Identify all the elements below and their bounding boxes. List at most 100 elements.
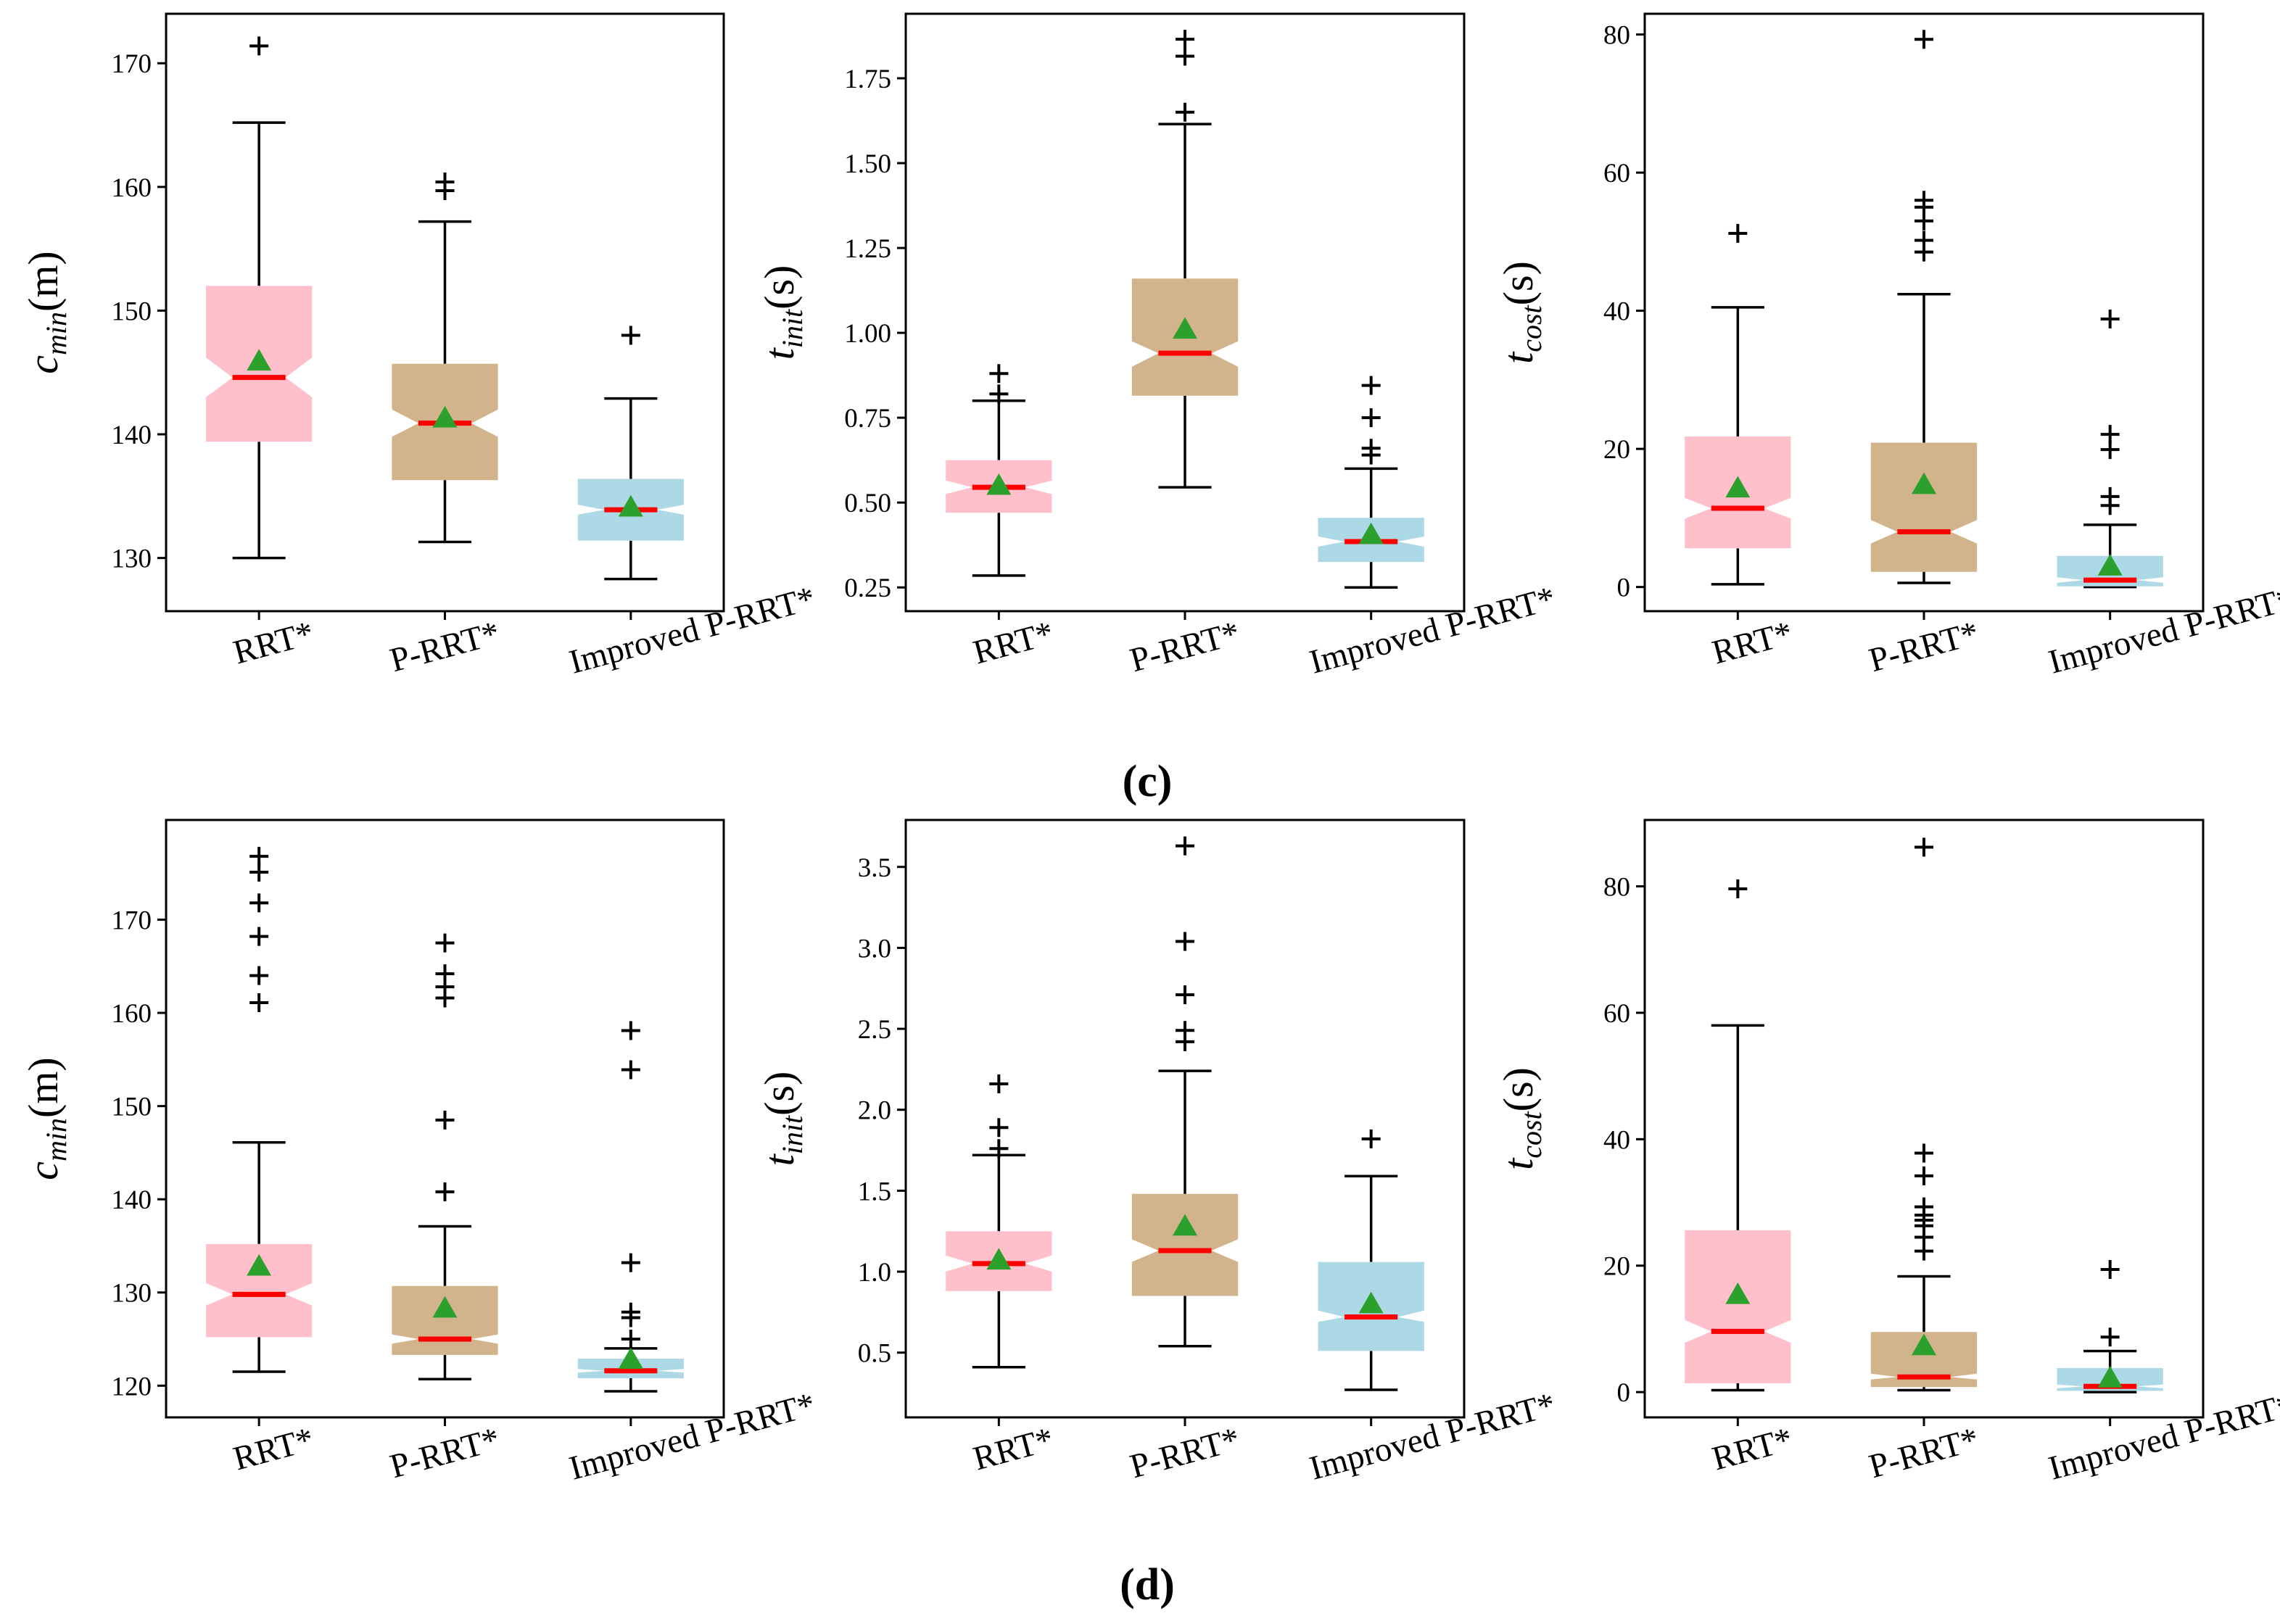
- box-group-improved-p-rrt: [577, 326, 684, 581]
- outlier-marker: [1176, 46, 1194, 66]
- outlier-marker: [249, 36, 269, 56]
- x-category-label: Improved P-RRT*: [1305, 1385, 1559, 1487]
- box-group-rrt: [1685, 879, 1791, 1392]
- outlier-marker: [621, 1330, 640, 1349]
- y-tick-label: 0.5: [858, 1339, 891, 1369]
- outlier-marker: [989, 364, 1009, 384]
- mean-marker: [1173, 1214, 1197, 1236]
- y-tick-label: 3.5: [858, 853, 891, 883]
- y-tick-label: 0.25: [844, 573, 891, 603]
- y-axis-label: tinit(s): [756, 265, 809, 360]
- x-category-label: P-RRT*: [1126, 614, 1244, 679]
- y-tick-label: 2.5: [858, 1015, 891, 1045]
- box-rrt: [1685, 1230, 1791, 1383]
- box-group-rrt: [946, 1074, 1052, 1369]
- y-axis-label: cmin(m): [20, 1057, 73, 1180]
- outlier-marker: [2100, 1327, 2120, 1347]
- y-axis-label: tcost(s): [1495, 261, 1548, 364]
- y-tick-label: 20: [1603, 1252, 1630, 1282]
- outlier-marker: [249, 847, 269, 866]
- x-category-label: RRT*: [1709, 614, 1797, 671]
- panel-label-c: (c): [1123, 757, 1173, 806]
- y-tick-label: 160: [112, 173, 152, 203]
- box-group-rrt: [206, 36, 313, 560]
- y-tick-label: 1.00: [844, 319, 891, 349]
- mean-marker: [986, 1248, 1012, 1270]
- chart-c-tinit: 0.25 0.50 0.75 1.00 1.25 1.50 1.75 RRT* P-RRT* Im…: [756, 12, 1559, 682]
- mean-marker: [1725, 476, 1751, 498]
- x-category-label: RRT*: [1709, 1420, 1797, 1478]
- y-tick-label: 120: [112, 1372, 152, 1401]
- outlier-marker: [249, 927, 269, 946]
- outlier-marker: [2100, 310, 2120, 329]
- x-category-label: RRT*: [229, 614, 318, 671]
- x-category-label: P-RRT*: [1126, 1420, 1244, 1486]
- x-category-label: Improved P-RRT*: [566, 579, 819, 681]
- mean-marker: [1725, 1282, 1751, 1304]
- outlier-marker: [435, 964, 455, 984]
- y-tick-label: 0: [1617, 573, 1631, 603]
- y-tick-label: 1.25: [844, 234, 891, 264]
- x-category-label: P-RRT*: [386, 614, 503, 679]
- outlier-marker: [621, 1021, 640, 1040]
- mean-marker: [618, 494, 643, 517]
- y-tick-label: 1.75: [844, 65, 891, 94]
- box-group-rrt: [946, 364, 1052, 577]
- box-group-rrt: [206, 847, 313, 1373]
- y-tick-label: 80: [1603, 21, 1630, 51]
- mean-marker: [2097, 554, 2123, 576]
- y-tick-label: 1.50: [844, 149, 891, 179]
- outlier-marker: [621, 1060, 640, 1080]
- y-tick-label: 0.50: [844, 489, 891, 518]
- mean-marker: [1358, 522, 1384, 544]
- y-tick-label: 0: [1617, 1378, 1631, 1408]
- y-tick-label: 140: [112, 420, 152, 450]
- mean-marker: [247, 1254, 272, 1276]
- box-p-rrt: [392, 1285, 498, 1355]
- outlier-marker: [2100, 1259, 2120, 1279]
- y-tick-label: 150: [112, 1093, 152, 1122]
- outlier-marker: [1915, 1197, 1933, 1217]
- mean-marker: [618, 1347, 643, 1370]
- outlier-marker: [435, 173, 455, 192]
- y-tick-label: 2.0: [858, 1096, 891, 1126]
- mean-marker: [986, 473, 1012, 495]
- box-p-rrt: [1870, 442, 1978, 572]
- outlier-marker: [1915, 30, 1933, 49]
- chart-c-cmin: 130 140 150 160 170 RRT* P-RRT* Improved P-RRT*…: [20, 12, 819, 682]
- outlier-marker: [1176, 836, 1194, 856]
- box-group-p-rrt: [392, 933, 498, 1381]
- x-category-label: Improved P-RRT*: [1305, 579, 1559, 681]
- outlier-marker: [435, 1110, 455, 1130]
- outlier-marker: [989, 1118, 1009, 1138]
- outlier-marker: [621, 1302, 640, 1322]
- x-category-label: RRT*: [970, 1420, 1058, 1478]
- box-group-improved-p-rrt: [1318, 1129, 1424, 1391]
- outlier-marker: [1728, 879, 1748, 899]
- y-tick-label: 0.75: [844, 404, 891, 434]
- x-category-label: P-RRT*: [1865, 1420, 1983, 1486]
- box-group-p-rrt: [1131, 836, 1239, 1348]
- y-axis-label: tinit(s): [756, 1072, 809, 1167]
- box-group-p-rrt: [1870, 30, 1978, 584]
- x-category-label: Improved P-RRT*: [2044, 579, 2280, 681]
- box-group-improved-p-rrt: [2057, 310, 2163, 589]
- outlier-marker: [1361, 439, 1381, 458]
- outlier-marker: [249, 893, 269, 913]
- y-tick-label: 150: [112, 297, 152, 326]
- outlier-marker: [1176, 932, 1194, 951]
- outlier-marker: [1728, 223, 1748, 243]
- outlier-marker: [1176, 102, 1194, 122]
- outlier-marker: [249, 966, 269, 985]
- outlier-marker: [621, 326, 640, 345]
- y-tick-label: 160: [112, 999, 152, 1029]
- outlier-marker: [1915, 191, 1933, 210]
- panel-label-d: (d): [1120, 1560, 1175, 1610]
- box-group-rrt: [1685, 223, 1791, 586]
- x-category-label: Improved P-RRT*: [2044, 1385, 2280, 1487]
- outlier-marker: [1915, 1166, 1933, 1185]
- y-tick-label: 60: [1603, 999, 1630, 1029]
- box-group-p-rrt: [392, 173, 498, 544]
- chart-d-cmin: 120 130 140 150 160 170 RRT* P-RRT* Improved P-R…: [20, 819, 819, 1488]
